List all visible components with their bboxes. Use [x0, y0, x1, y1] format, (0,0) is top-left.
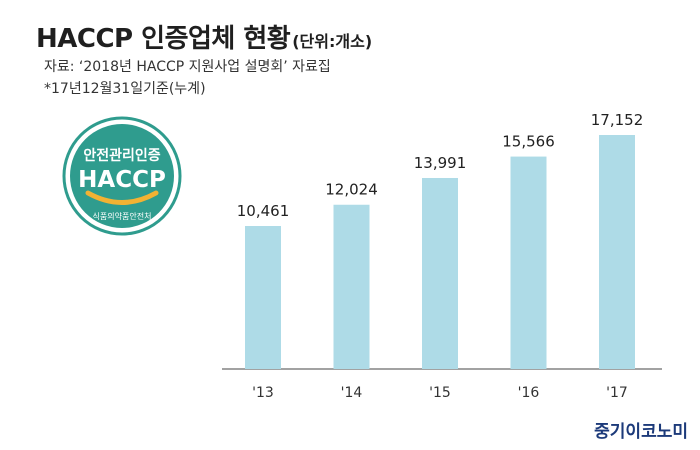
haccp-logo: 안전관리인증 HACCP 식품의약품안전처 — [62, 116, 182, 236]
data-label-2: 13,991 — [414, 154, 467, 172]
logo-top-text: 안전관리인증 — [83, 147, 160, 164]
data-label-4: 17,152 — [591, 111, 644, 129]
x-tick-label-2: '15 — [429, 385, 451, 401]
data-label-1: 12,024 — [325, 181, 378, 199]
logo-arc — [85, 190, 159, 205]
bar-2 — [422, 177, 458, 369]
source-note: 자료: ‘2018년 HACCP 지원사업 설명회’ 자료집 — [44, 59, 331, 75]
bar-1 — [333, 204, 370, 369]
logo-bottom-text: 식품의약품안전처 — [93, 211, 152, 221]
chart-title: HACCP 인증업체 현황 (단위:개소) — [36, 18, 372, 55]
logo-main-text: HACCP — [78, 167, 166, 193]
logo-disc — [70, 124, 174, 228]
x-tick-label-4: '17 — [606, 385, 628, 401]
x-tick-label-3: '16 — [518, 385, 540, 401]
data-label-0: 10,461 — [237, 202, 290, 220]
bar-3 — [510, 156, 547, 369]
chart-unit: (단위:개소) — [292, 32, 373, 51]
bar-0 — [245, 226, 281, 369]
chart-title-main: HACCP 인증업체 현황 — [36, 24, 291, 54]
bars-group: 10,461 '13 12,024 '14 13,991 '15 15,566 '16 17,1… — [237, 111, 644, 401]
reference-note: *17년12월31일기준(누계) — [44, 81, 206, 97]
x-tick-label-0: '13 — [252, 385, 274, 401]
x-tick-label-1: '14 — [341, 385, 363, 401]
watermark: 중기이코노미 — [594, 422, 688, 442]
bar-4 — [599, 135, 635, 369]
data-label-3: 15,566 — [502, 133, 555, 151]
